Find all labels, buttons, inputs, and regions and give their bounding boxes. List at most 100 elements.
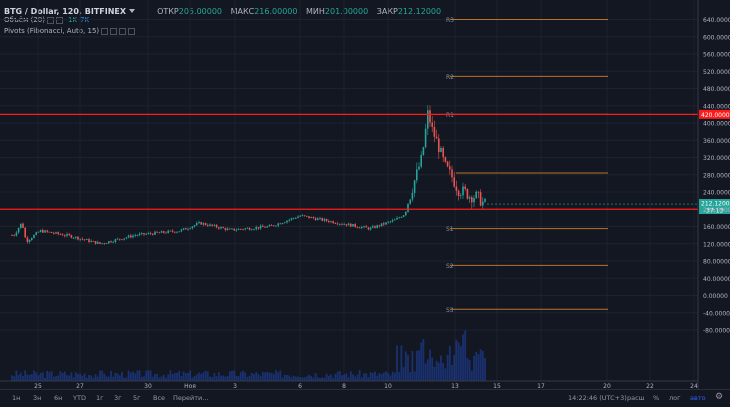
ohlc-close-label: ЗАКР [376, 6, 398, 16]
ohlc-low-value: 201.00000 [324, 6, 369, 16]
time-tick-label: 30 [144, 383, 152, 389]
candle-body [319, 218, 321, 219]
price-tick-label: 280.00000 [703, 172, 730, 179]
timeframe-1y[interactable]: 1г [96, 394, 104, 402]
volume-bar [123, 377, 126, 381]
volume-bar [446, 354, 449, 381]
alert-price-label: 420.00000 [701, 112, 730, 119]
close-icon[interactable] [119, 27, 127, 35]
candle-body [77, 236, 79, 240]
timeframe-3w[interactable]: 3н [33, 394, 42, 402]
candle-body [125, 237, 128, 239]
candle-body [50, 231, 53, 233]
candle-body [202, 223, 205, 225]
timeframe-3y[interactable]: 3г [114, 394, 122, 402]
candle-body [444, 157, 447, 162]
volume-bar [35, 372, 38, 381]
eye-icon[interactable] [101, 27, 109, 35]
goto-date-button[interactable]: Перейти... [173, 394, 209, 402]
volume-bar [477, 354, 480, 381]
candle-body [37, 231, 40, 233]
candle-body [455, 186, 458, 191]
candle-body [301, 215, 304, 217]
candle-body [193, 225, 196, 227]
candle-body [180, 229, 183, 232]
volume-bar [63, 371, 66, 381]
volume-bar [424, 363, 427, 381]
candle-body [132, 235, 134, 238]
extended-button[interactable]: расш [627, 394, 645, 402]
log-button[interactable]: лог [669, 394, 681, 402]
price-tick-label: -80.00000 [703, 328, 730, 335]
settings-icon[interactable] [110, 27, 118, 35]
ohlc-readout: ОТКР205.00000 МАКС216.00000 МИН201.00000… [157, 7, 447, 16]
candle-body [306, 215, 308, 217]
volume-bar [272, 373, 275, 381]
candle-body [189, 228, 191, 230]
time-tick-label: 24 [690, 383, 698, 389]
candle-body [264, 226, 266, 228]
volume-bar [162, 374, 165, 381]
bottom-toolbar: 1н 3н 6н YTD 1г 3г 5г Все Перейти... 14:… [0, 389, 730, 407]
timeframe-5y[interactable]: 5г [133, 394, 141, 402]
volume-bar [376, 375, 379, 381]
candle-body [48, 231, 51, 233]
candle-body [257, 227, 260, 229]
timeframe-6w[interactable]: 6н [54, 394, 63, 402]
gear-icon[interactable]: ⚙ [715, 392, 724, 402]
volume-bar [281, 377, 284, 381]
volume-bar [24, 370, 27, 381]
auto-button[interactable]: авто [690, 394, 706, 402]
pivots-indicator-row[interactable]: Pivots (Fibonacci, Auto, 15) [4, 27, 136, 35]
candle-body [411, 192, 414, 200]
volume-bar [407, 355, 409, 381]
timeframe-1w[interactable]: 1н [12, 394, 21, 402]
volume-bar [79, 373, 82, 381]
volume-bar [96, 376, 99, 381]
candle-body [83, 239, 86, 241]
time-tick-label: 17 [537, 383, 545, 389]
candle-body [284, 222, 286, 224]
candle-body [361, 226, 363, 228]
candle-body [103, 243, 106, 245]
symbol-title[interactable]: BTG / Dollar, 120, BITFINEX [4, 6, 127, 16]
candle-body [345, 224, 348, 226]
candle-body [251, 229, 253, 231]
time-tick-label: 27 [76, 383, 84, 389]
more-icon[interactable] [128, 27, 136, 35]
volume-bar [334, 373, 337, 381]
candle-body [255, 227, 257, 230]
candle-body [407, 203, 409, 212]
timeframe-ytd[interactable]: YTD [73, 394, 86, 402]
volume-bar [180, 376, 183, 381]
volume-bar [143, 376, 145, 381]
volume-bar [83, 373, 86, 381]
volume-bar [57, 375, 60, 381]
volume-bar [17, 374, 20, 381]
candle-body [130, 235, 132, 238]
candle-body [292, 218, 295, 219]
ohlc-high-value: 216.00000 [254, 6, 298, 16]
chevron-down-icon[interactable] [129, 9, 136, 13]
candle-body [438, 138, 440, 152]
pivots-indicator-label[interactable]: Pivots (Fibonacci, Auto, 15) [4, 27, 100, 35]
candle-body [55, 232, 57, 234]
volume-bar [160, 376, 163, 381]
volume-bar [264, 372, 266, 381]
candle-body [158, 232, 161, 234]
current-price-label: 212.12000 [701, 201, 730, 208]
clock-timezone[interactable]: 14:22:46 (UTC+3) [568, 394, 627, 402]
candle-body [218, 227, 220, 229]
candle-body [213, 224, 216, 226]
timeframe-all[interactable]: Все [153, 394, 166, 402]
candle-body [42, 230, 44, 233]
volume-bar [19, 372, 22, 381]
volume-bar [46, 370, 49, 381]
volume-bar [292, 375, 295, 381]
percent-button[interactable]: % [653, 394, 660, 402]
volume-bar [389, 375, 392, 381]
candle-body [26, 237, 29, 242]
volume-bar [473, 355, 475, 381]
volume-bar [411, 351, 414, 381]
